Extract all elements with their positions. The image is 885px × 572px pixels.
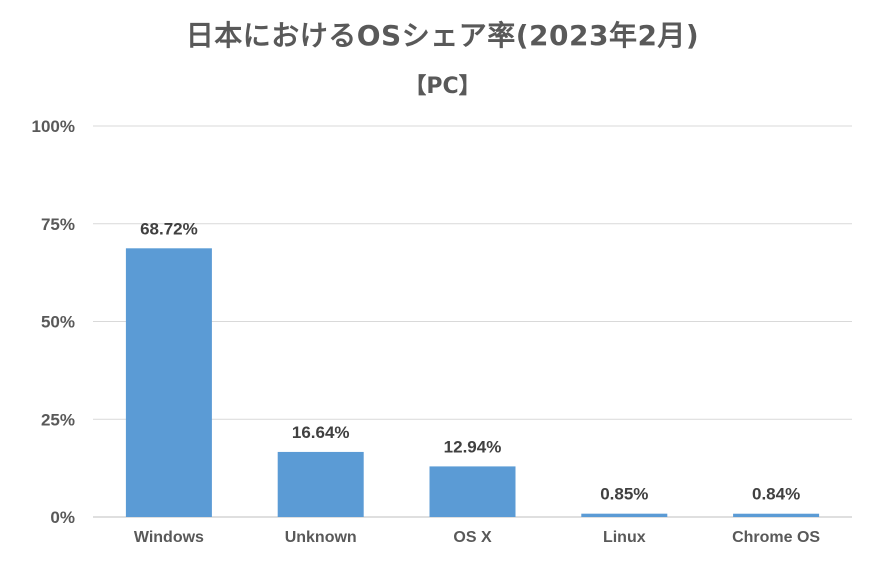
- data-label: 12.94%: [444, 437, 502, 456]
- data-label: 16.64%: [292, 423, 350, 442]
- x-tick-label: Windows: [134, 529, 204, 546]
- x-tick-label: Linux: [603, 529, 646, 546]
- bar: [429, 466, 516, 517]
- y-tick-label: 100%: [32, 117, 75, 136]
- x-tick-label: Chrome OS: [732, 529, 820, 546]
- data-label: 0.84%: [752, 485, 800, 504]
- x-tick-label: Unknown: [285, 529, 357, 546]
- y-tick-label: 75%: [41, 215, 75, 234]
- bar: [733, 513, 820, 517]
- y-tick-label: 0%: [50, 508, 75, 527]
- bar: [277, 451, 364, 517]
- y-tick-label: 50%: [41, 313, 75, 332]
- y-tick-label: 25%: [41, 410, 75, 429]
- data-label: 0.85%: [600, 485, 648, 504]
- chart-title: 日本におけるOSシェア率(2023年2月): [185, 19, 700, 52]
- data-label: 68.72%: [140, 219, 198, 238]
- bar: [125, 248, 212, 517]
- x-tick-label: OS X: [453, 529, 492, 546]
- bar: [581, 513, 668, 517]
- chart-subtitle: 【PC】: [404, 74, 481, 99]
